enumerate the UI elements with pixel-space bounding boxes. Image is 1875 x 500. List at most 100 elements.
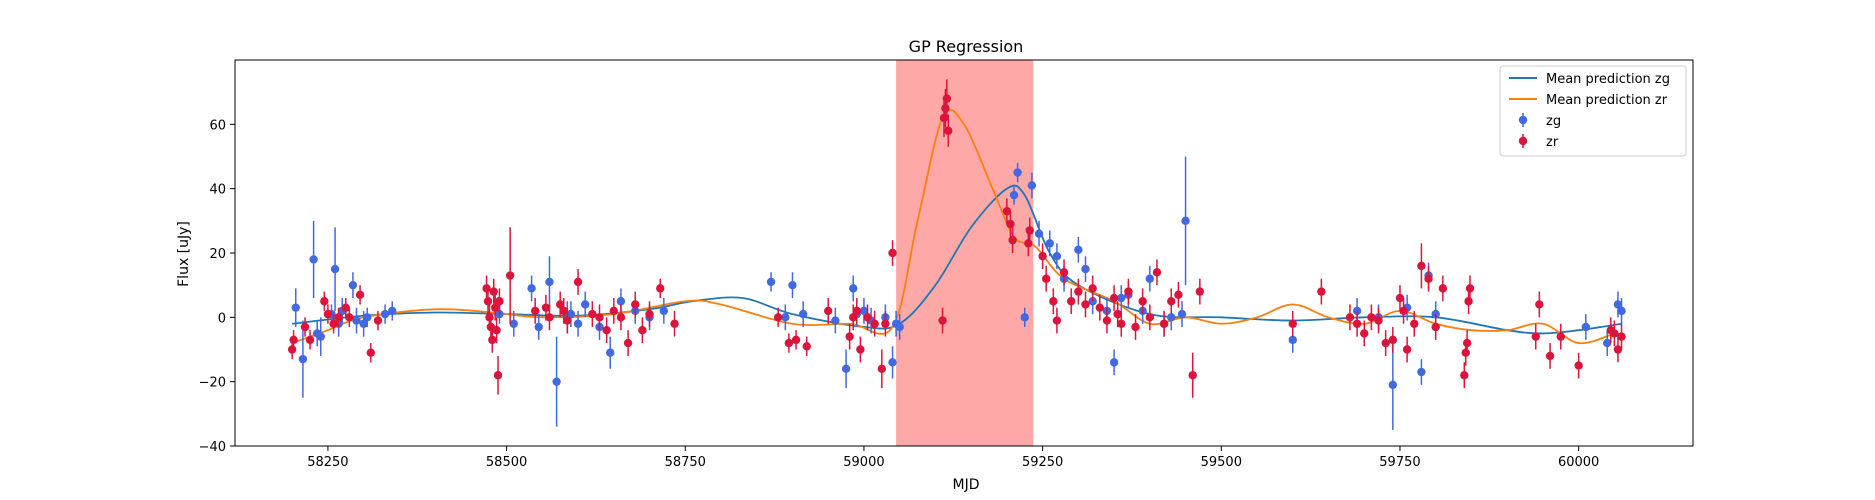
data-point-zg	[788, 280, 797, 290]
data-point-zr	[856, 345, 865, 354]
data-point-zg	[388, 306, 397, 316]
data-point-zr	[791, 335, 801, 345]
data-point-zg	[1034, 229, 1044, 238]
legend: Mean prediction zg Mean prediction zr zg zr	[1499, 65, 1687, 157]
data-point-zr	[602, 326, 611, 335]
data-point-zr	[1288, 319, 1297, 328]
data-point-zr	[849, 313, 858, 322]
data-point-zr	[1038, 252, 1047, 261]
data-point-zg	[380, 309, 390, 319]
legend-swatch-marker	[1518, 115, 1528, 125]
x-tick-label: 59250	[1022, 455, 1063, 470]
data-point-zg	[1052, 252, 1062, 261]
data-point-zr	[563, 316, 572, 325]
data-point-zr	[530, 306, 540, 316]
data-point-zr	[1067, 297, 1076, 306]
data-point-zg	[1288, 335, 1297, 345]
data-point-zr	[1188, 371, 1197, 380]
data-point-zg	[1177, 309, 1187, 319]
data-point-zg	[316, 332, 325, 341]
data-point-zg	[1109, 358, 1119, 367]
data-point-zr	[1531, 332, 1540, 341]
data-point-zr	[1174, 290, 1183, 300]
data-point-zg	[1388, 380, 1398, 390]
data-point-zr	[1008, 235, 1017, 245]
data-point-zr	[863, 313, 872, 322]
x-tick-label: 59750	[1379, 455, 1420, 470]
y-axis-label: Flux [uJy]	[176, 221, 192, 287]
data-point-zg	[573, 319, 583, 328]
data-point-zr	[1052, 316, 1062, 325]
data-point-zr	[1002, 206, 1012, 216]
data-point-zr	[942, 94, 952, 103]
data-point-zr	[1374, 316, 1383, 325]
data-point-zr	[1535, 300, 1544, 309]
data-point-zg	[1603, 338, 1612, 348]
data-point-zr	[645, 309, 654, 319]
data-point-zr	[1025, 226, 1034, 235]
data-point-zg	[1145, 274, 1155, 283]
data-point-zg	[1581, 322, 1590, 332]
data-point-zg	[1045, 239, 1054, 248]
data-point-zr	[329, 319, 338, 328]
data-point-zr	[1102, 316, 1112, 325]
data-point-zr	[485, 313, 494, 322]
data-point-zr	[941, 104, 950, 113]
data-point-zr	[1465, 284, 1475, 293]
data-point-zr	[1545, 351, 1555, 361]
data-point-zr	[631, 300, 640, 309]
data-point-zr	[1088, 284, 1097, 293]
data-point-zr	[1399, 306, 1408, 316]
data-point-zg	[1081, 264, 1090, 274]
data-point-zr	[287, 345, 297, 354]
data-point-zr	[573, 277, 583, 287]
data-point-zr	[483, 297, 493, 306]
data-point-zr	[670, 319, 679, 328]
data-point-zg	[781, 313, 790, 322]
data-point-zr	[1360, 329, 1369, 338]
data-point-zg	[1013, 168, 1022, 177]
data-point-zr	[1395, 293, 1405, 303]
data-point-zg	[888, 358, 897, 367]
data-point-zr	[870, 319, 879, 328]
data-point-zg	[831, 316, 840, 325]
data-point-zr	[1109, 293, 1119, 303]
data-point-zr	[1059, 268, 1069, 277]
data-point-zr	[305, 335, 315, 345]
y-tick-label: −20	[199, 376, 226, 391]
data-point-zr	[1145, 313, 1155, 322]
legend-label: Mean prediction zr	[1546, 93, 1668, 108]
y-tick-label: −40	[199, 440, 226, 455]
data-point-zr	[1381, 338, 1390, 348]
data-point-zr	[1124, 287, 1133, 296]
data-point-zr	[1367, 313, 1376, 322]
data-point-zr	[1556, 332, 1565, 341]
data-point-zr	[1410, 319, 1419, 328]
data-point-zg	[1020, 313, 1029, 322]
x-tick-label: 59000	[843, 455, 884, 470]
data-point-zr	[493, 371, 503, 380]
data-point-zr	[489, 287, 498, 296]
data-point-zg	[895, 322, 904, 332]
data-point-zr	[289, 335, 298, 345]
legend-label: Mean prediction zg	[1546, 72, 1670, 87]
data-point-zg	[291, 303, 300, 312]
data-point-zr	[1345, 313, 1355, 322]
data-point-zr	[888, 248, 897, 258]
data-point-zg	[1027, 181, 1037, 190]
data-point-zg	[1352, 306, 1362, 316]
plot-inner	[287, 60, 1626, 446]
data-point-zr	[1081, 300, 1090, 309]
data-point-zr	[559, 306, 568, 316]
data-point-zr	[482, 284, 491, 293]
data-point-zr	[1460, 371, 1469, 380]
data-point-zr	[802, 342, 811, 351]
data-point-zg	[1181, 216, 1190, 226]
data-point-zg	[534, 322, 543, 332]
data-point-zr	[638, 326, 647, 335]
data-point-zr	[495, 297, 504, 306]
data-point-zr	[595, 313, 604, 322]
x-axis-label: MJD	[953, 477, 980, 493]
data-point-zr	[784, 338, 794, 348]
y-tick-label: 40	[209, 183, 226, 198]
